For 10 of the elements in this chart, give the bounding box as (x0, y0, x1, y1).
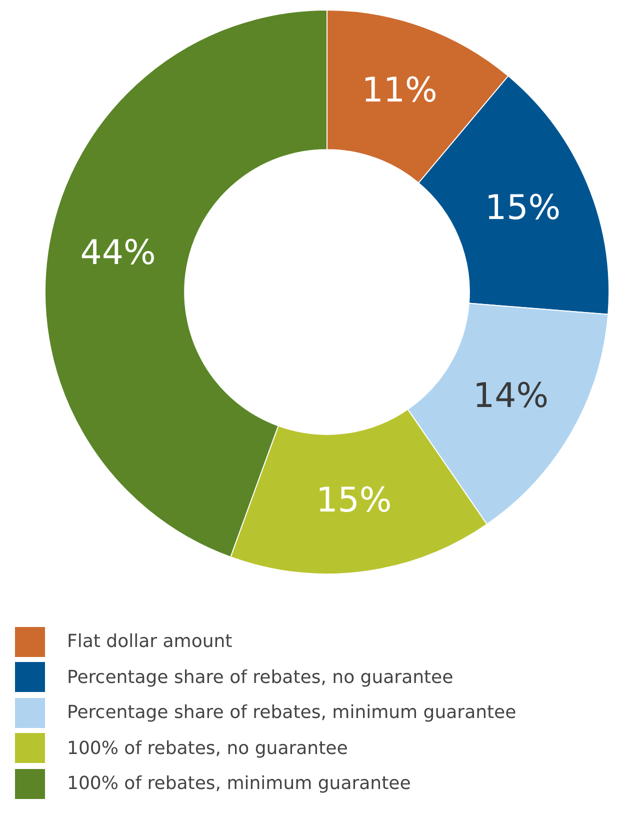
legend-label: 100% of rebates, minimum guarantee (67, 773, 411, 794)
legend-label: Flat dollar amount (67, 631, 232, 652)
data-label: 15% (484, 188, 561, 228)
data-label: 11% (362, 70, 438, 110)
data-label: 15% (316, 480, 392, 520)
legend-label: Percentage share of rebates, no guarantee (67, 666, 454, 688)
data-label: 14% (472, 376, 549, 416)
legend-label: Percentage share of rebates, minimum guarantee (67, 702, 516, 724)
legend-label: 100% of rebates, no guarantee (67, 738, 348, 759)
data-label: 44% (80, 232, 156, 273)
